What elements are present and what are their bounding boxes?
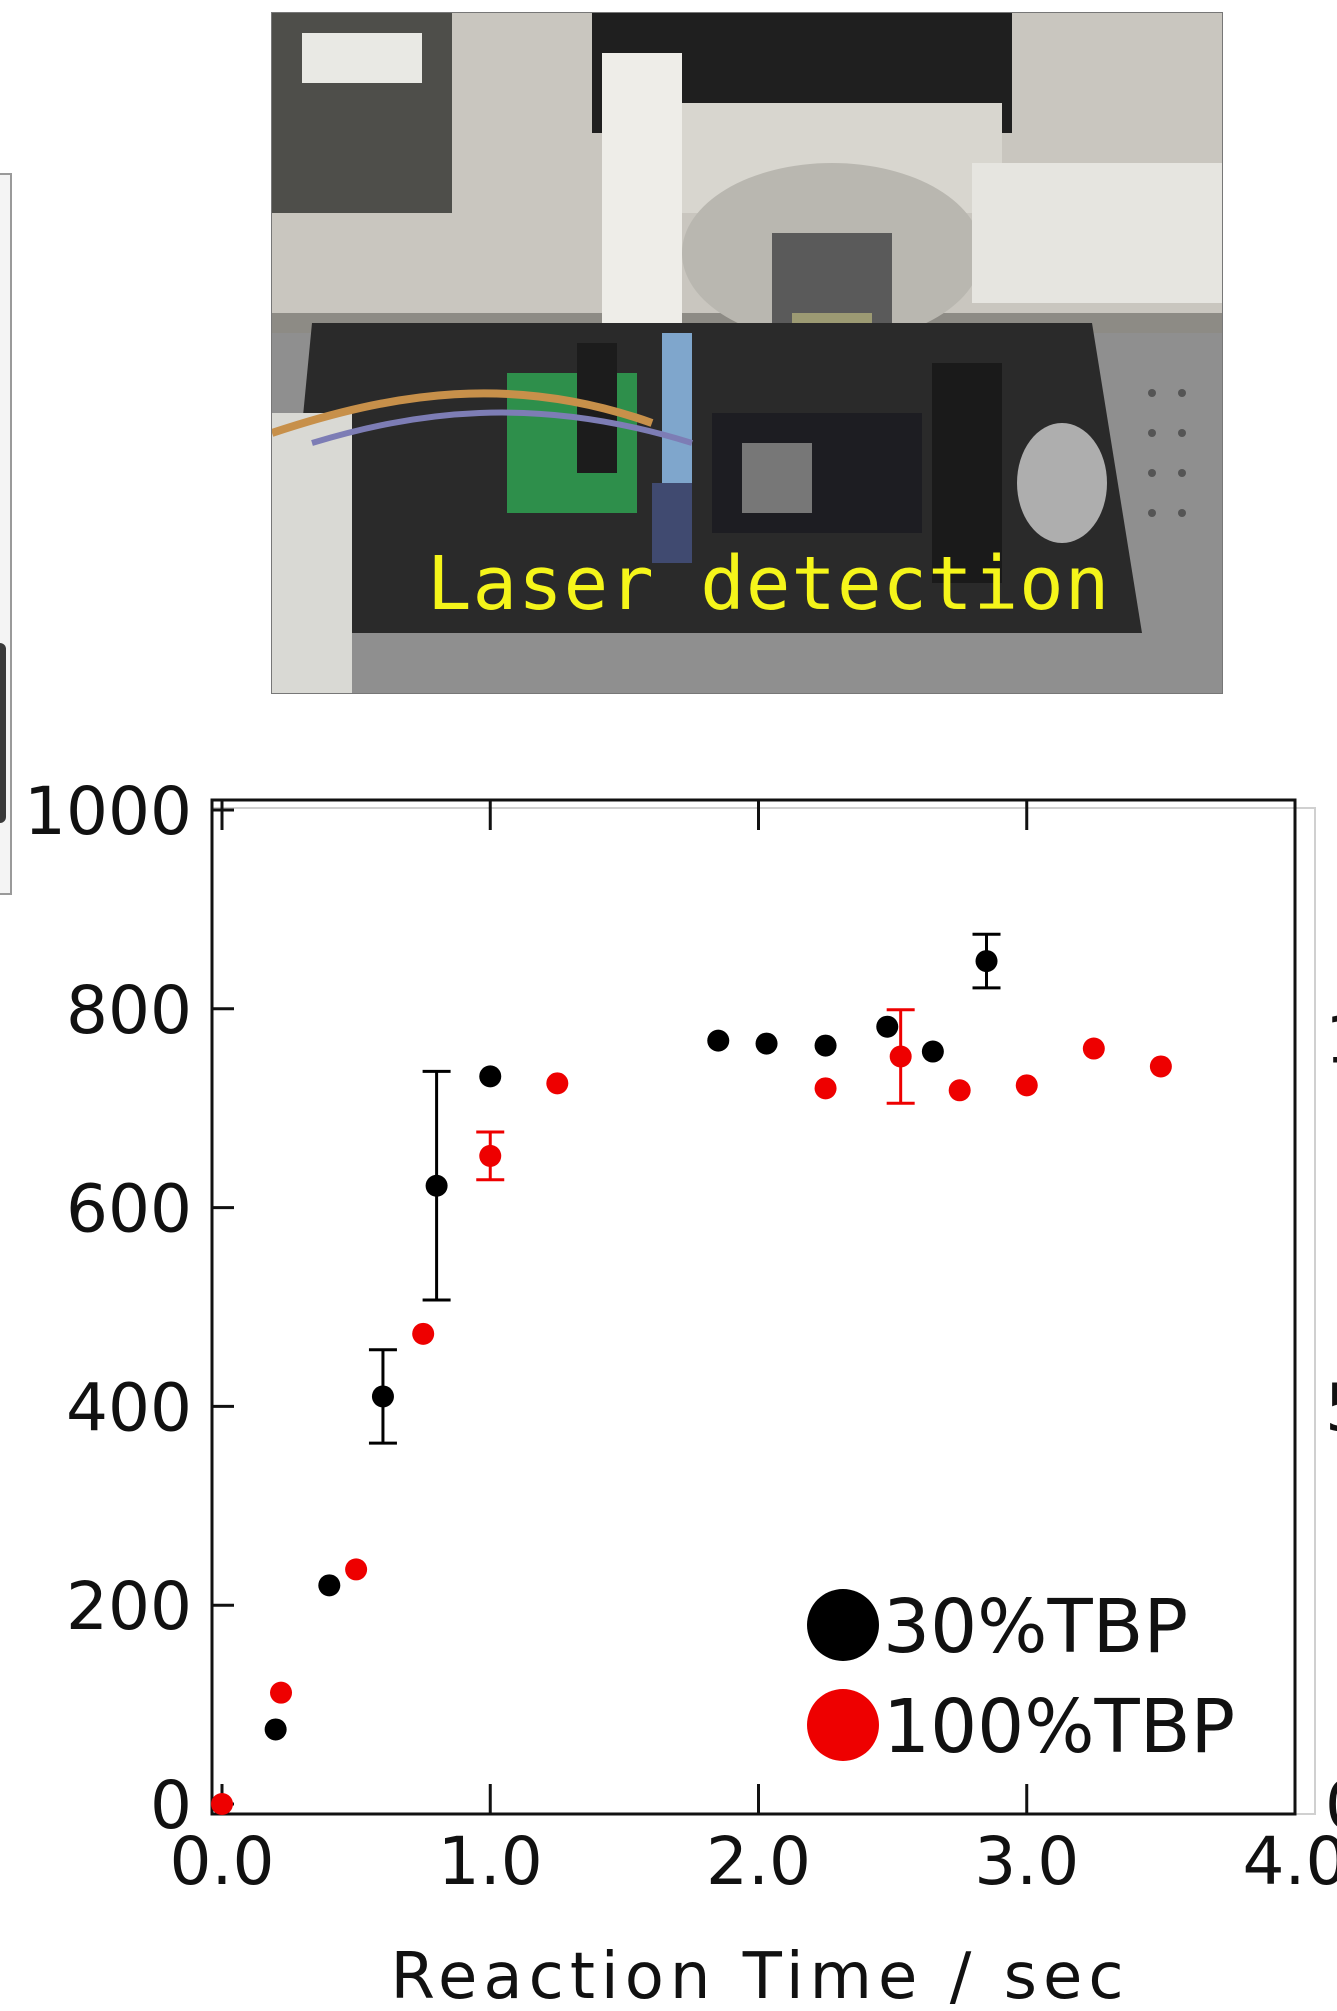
- photo-caption: Laser detection: [427, 541, 1111, 627]
- data-point-30-tbp: [425, 1174, 448, 1197]
- data-point-100-tbp: [211, 1793, 233, 1815]
- data-point-30-tbp: [876, 1015, 899, 1038]
- cropped-device-shape: [0, 643, 6, 823]
- data-point-30-tbp: [707, 1029, 730, 1052]
- plot-frame: [210, 798, 1297, 1816]
- y-tick-label: 800: [66, 972, 192, 1049]
- right-axis-tick-label: 5: [1325, 1369, 1337, 1446]
- legend-marker: [807, 1689, 879, 1761]
- laser-detection-photo: Laser detection: [271, 12, 1223, 694]
- y-tick-label: 0: [150, 1767, 192, 1844]
- data-point-30-tbp: [975, 950, 998, 973]
- data-point-100-tbp: [412, 1322, 435, 1345]
- data-point-100-tbp: [270, 1681, 293, 1704]
- data-point-30-tbp: [264, 1718, 287, 1741]
- data-point-100-tbp: [814, 1077, 837, 1100]
- data-point-100-tbp: [1082, 1037, 1105, 1060]
- data-point-30-tbp: [814, 1034, 837, 1057]
- data-point-100-tbp: [948, 1079, 971, 1102]
- data-point-100-tbp: [889, 1045, 912, 1068]
- data-point-100-tbp: [1015, 1074, 1038, 1097]
- y-tick-label: 600: [66, 1171, 192, 1248]
- data-point-30-tbp: [479, 1065, 502, 1088]
- right-axis-tick-label: 1: [1325, 1002, 1337, 1079]
- reaction-time-chart: 0.01.02.03.04.002004006008001000150 30%T…: [0, 740, 1337, 2011]
- data-point-30-tbp: [921, 1040, 944, 1063]
- data-point-30-tbp: [755, 1032, 778, 1055]
- plot-background: [211, 807, 1316, 1815]
- data-point-100-tbp: [546, 1072, 569, 1095]
- x-axis-title: Reaction Time / sec: [390, 1940, 1129, 2011]
- data-point-100-tbp: [1149, 1055, 1172, 1078]
- data-point-100-tbp: [479, 1144, 502, 1167]
- data-point-100-tbp: [345, 1558, 368, 1581]
- x-tick-label: 1.0: [438, 1823, 543, 1900]
- legend-label: 30%TBP: [883, 1584, 1188, 1670]
- x-tick-label: 0.0: [170, 1823, 275, 1900]
- chart-canvas: 0.01.02.03.04.002004006008001000150 30%T…: [24, 773, 1337, 2011]
- x-tick-label: 3.0: [974, 1823, 1079, 1900]
- data-point-30-tbp: [371, 1385, 394, 1408]
- legend-label: 100%TBP: [883, 1684, 1235, 1770]
- y-tick-label: 1000: [24, 773, 192, 850]
- x-tick-label: 4.0: [1243, 1823, 1337, 1900]
- y-tick-label: 400: [66, 1369, 192, 1446]
- data-point-30-tbp: [318, 1574, 341, 1597]
- x-tick-label: 2.0: [706, 1823, 811, 1900]
- right-axis-tick-label: 0: [1325, 1767, 1337, 1844]
- legend-marker: [807, 1589, 879, 1661]
- photo-drawing: [272, 13, 1222, 693]
- cropped-image-fragment: [0, 173, 12, 895]
- y-tick-label: 200: [66, 1568, 192, 1645]
